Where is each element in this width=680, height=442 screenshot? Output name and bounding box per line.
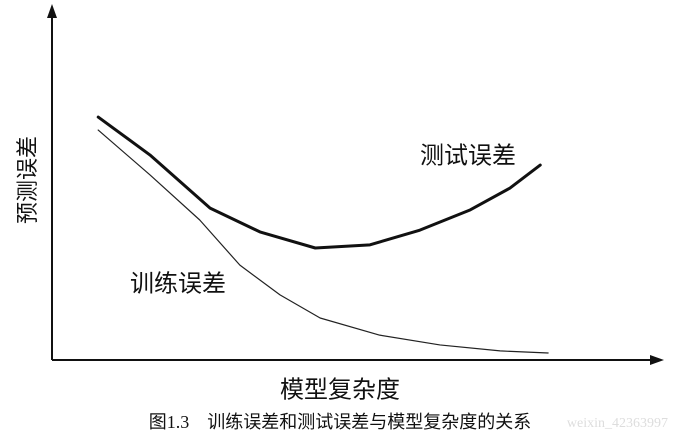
series-label: 训练误差 xyxy=(130,271,226,298)
x-axis-arrow xyxy=(650,355,664,365)
y-axis-arrow xyxy=(47,4,57,18)
line xyxy=(96,115,542,250)
caption: 图1.3 训练误差和测试误差与模型复杂度的关系 xyxy=(149,412,532,432)
watermark: weixin_42363997 xyxy=(567,416,668,431)
line xyxy=(97,129,549,354)
y-axis-label: 预测误差 xyxy=(15,136,40,224)
x-axis-label: 模型复杂度 xyxy=(280,377,400,404)
series-label: 测试误差 xyxy=(420,143,516,170)
